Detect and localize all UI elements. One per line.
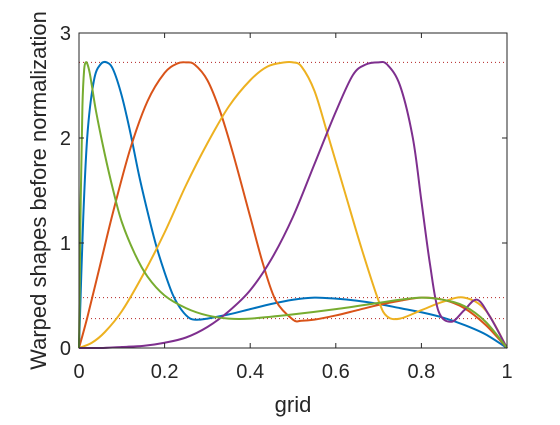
- series-line-4: [78, 61, 508, 349]
- x-tick-label: 0.2: [151, 361, 179, 383]
- x-tick-label: 0.8: [407, 361, 435, 383]
- series-line-1: [78, 61, 508, 349]
- series-line-0: [78, 60, 508, 349]
- x-tick-label: 0: [73, 361, 84, 383]
- plot-frame: [78, 32, 508, 349]
- x-axis-ticks: 0 0.2 0.4 0.6 0.8 1: [73, 33, 513, 383]
- y-axis-ticks: 0 1 2 3: [60, 23, 507, 360]
- x-tick-label: 0.6: [322, 361, 350, 383]
- y-tick-label: 0: [60, 338, 71, 360]
- x-axis-label: grid: [275, 392, 312, 417]
- series-layer: [78, 60, 508, 349]
- series-line-3: [79, 61, 508, 349]
- x-tick-label: 0.4: [236, 361, 264, 383]
- y-tick-label: 2: [60, 128, 71, 150]
- y-axis-label: Warped shapes before normalization: [26, 11, 51, 370]
- y-tick-label: 1: [60, 233, 71, 255]
- y-tick-label: 3: [60, 23, 71, 45]
- series-line-2: [78, 60, 508, 349]
- x-tick-label: 1: [501, 361, 512, 383]
